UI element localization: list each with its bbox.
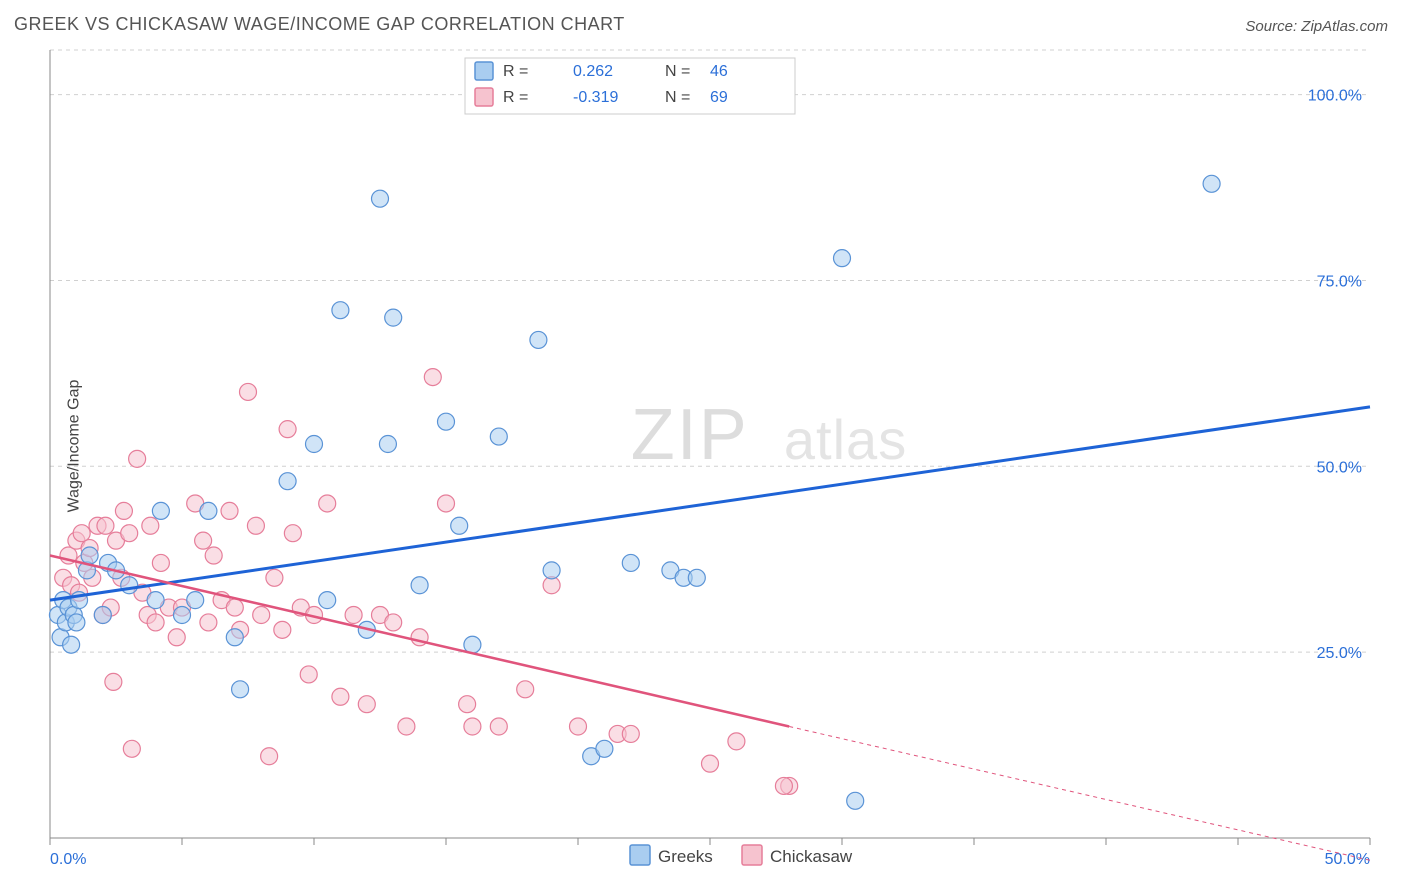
data-point [379, 436, 396, 453]
data-point [279, 421, 296, 438]
data-point [274, 621, 291, 638]
data-point [261, 748, 278, 765]
data-point [129, 450, 146, 467]
watermark: ZIP [631, 395, 749, 475]
data-point [517, 681, 534, 698]
data-point [142, 517, 159, 534]
data-point [240, 383, 257, 400]
data-point [147, 592, 164, 609]
legend-swatch [630, 845, 650, 865]
data-point [300, 666, 317, 683]
data-point [319, 592, 336, 609]
data-point [543, 562, 560, 579]
legend-r-label: R = [503, 63, 528, 80]
data-point [115, 502, 132, 519]
data-point [345, 606, 362, 623]
data-point [226, 599, 243, 616]
y-tick-label: 100.0% [1308, 88, 1362, 105]
legend-r-label: R = [503, 89, 528, 106]
data-point [168, 629, 185, 646]
data-point [847, 792, 864, 809]
data-point [424, 369, 441, 386]
data-point [200, 614, 217, 631]
legend-series-label: Greeks [658, 847, 713, 866]
data-point [570, 718, 587, 735]
data-point [94, 606, 111, 623]
legend-swatch [742, 845, 762, 865]
data-point [332, 302, 349, 319]
legend-n-value: 69 [710, 89, 728, 106]
data-point [332, 688, 349, 705]
data-point [68, 614, 85, 631]
data-point [121, 577, 138, 594]
y-tick-label: 25.0% [1317, 645, 1362, 662]
data-point [411, 577, 428, 594]
data-point [1203, 175, 1220, 192]
data-point [152, 554, 169, 571]
legend-swatch [475, 62, 493, 80]
data-point [187, 592, 204, 609]
legend-n-label: N = [665, 89, 690, 106]
legend-swatch [475, 88, 493, 106]
watermark-sub: atlas [784, 408, 907, 471]
data-point [232, 681, 249, 698]
data-point [105, 673, 122, 690]
data-point [775, 777, 792, 794]
data-point [121, 525, 138, 542]
data-point [306, 436, 323, 453]
data-point [385, 614, 402, 631]
legend-n-label: N = [665, 63, 690, 80]
data-point [253, 606, 270, 623]
data-point [205, 547, 222, 564]
data-point [834, 250, 851, 267]
scatter-chart: ZIP atlas 0.0% 50.0% 25.0% 50.0% 75.0% 100.0% R … [0, 0, 1406, 892]
data-point [398, 718, 415, 735]
data-point [372, 190, 389, 207]
data-point [688, 569, 705, 586]
data-point [596, 740, 613, 757]
data-point [530, 331, 547, 348]
data-point [279, 473, 296, 490]
legend-r-value: -0.319 [573, 89, 618, 106]
data-point [622, 554, 639, 571]
data-point [702, 755, 719, 772]
legend-n-value: 46 [710, 63, 728, 80]
data-point [728, 733, 745, 750]
data-point [622, 725, 639, 742]
data-point [385, 309, 402, 326]
y-tick-label: 50.0% [1317, 459, 1362, 476]
data-point [358, 696, 375, 713]
data-point [284, 525, 301, 542]
data-point [266, 569, 283, 586]
data-point [438, 495, 455, 512]
data-point [174, 606, 191, 623]
legend-r-value: 0.262 [573, 63, 613, 80]
data-point [73, 525, 90, 542]
data-point [451, 517, 468, 534]
data-point [490, 428, 507, 445]
data-point [152, 502, 169, 519]
data-point [81, 547, 98, 564]
x-tick-label: 50.0% [1325, 851, 1370, 868]
data-point [247, 517, 264, 534]
data-point [221, 502, 238, 519]
data-point [147, 614, 164, 631]
data-point [459, 696, 476, 713]
legend-series-label: Chickasaw [770, 847, 853, 866]
data-point [438, 413, 455, 430]
data-point [97, 517, 114, 534]
x-tick-label: 0.0% [50, 851, 86, 868]
data-point [195, 532, 212, 549]
data-point [226, 629, 243, 646]
data-point [319, 495, 336, 512]
data-point [200, 502, 217, 519]
y-tick-label: 75.0% [1317, 273, 1362, 290]
data-point [123, 740, 140, 757]
trend-line-chickasaw-extrapolated [789, 726, 1370, 860]
data-point [63, 636, 80, 653]
data-point [490, 718, 507, 735]
data-point [464, 718, 481, 735]
